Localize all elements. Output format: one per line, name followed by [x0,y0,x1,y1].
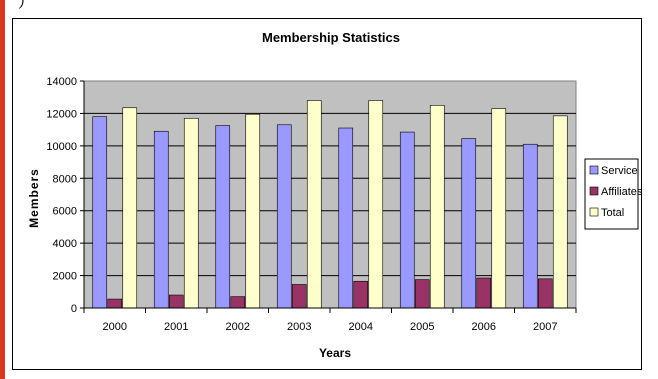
chart-title: Membership Statistics [262,30,400,45]
legend-label-service: Service [601,165,638,177]
bar-service-2006 [461,138,477,309]
y-axis-title: Members [27,168,41,228]
stray-mark: ) [20,0,25,9]
bar-total-2003 [306,100,322,309]
bar-total-2007 [552,115,568,309]
bar-total-2005 [429,105,445,309]
left-edge-rule [0,0,5,379]
legend-swatch-service [589,165,599,175]
bar-service-2004 [338,127,354,309]
bar-service-2003 [276,124,292,309]
legend-label-total: Total [601,207,624,219]
x-tick-label: 2007 [533,321,557,333]
bar-service-2002 [215,125,231,309]
bar-total-2001 [183,117,199,309]
bar-service-2001 [153,130,169,309]
legend-swatch-affiliates [589,186,599,196]
bar-service-2007 [522,143,538,309]
y-tick-label: 12000 [46,108,77,120]
bar-affiliates-2004 [353,280,369,309]
y-tick-label: 0 [71,303,77,315]
y-tick-label: 14000 [46,76,77,88]
x-tick-label: 2002 [226,321,250,333]
bar-affiliates-2006 [476,277,492,309]
bar-affiliates-2007 [537,278,553,309]
y-tick-label: 4000 [53,238,77,250]
x-tick-label: 2005 [410,321,434,333]
x-tick-label: 2003 [287,321,311,333]
y-tick-label: 2000 [53,271,77,283]
legend-label-affiliates: Affiliates [601,186,643,198]
bar-total-2004 [368,100,384,309]
bar-affiliates-2005 [414,279,430,309]
bar-total-2000 [122,107,138,309]
y-tick-label: 6000 [53,206,77,218]
bar-affiliates-2001 [168,294,184,309]
x-tick-label: 2000 [103,321,127,333]
y-tick-label: 10000 [46,141,77,153]
bar-affiliates-2000 [107,298,123,309]
x-tick-label: 2004 [349,321,373,333]
x-axis-title: Years [319,346,351,360]
bar-service-2005 [399,131,415,309]
bar-affiliates-2003 [291,284,307,309]
legend-swatch-total [589,207,599,217]
x-tick-label: 2006 [472,321,496,333]
y-tick-label: 8000 [53,173,77,185]
bar-total-2006 [491,108,507,309]
bar-total-2002 [245,113,261,309]
x-tick-label: 2001 [164,321,188,333]
bar-affiliates-2002 [230,296,246,309]
bar-service-2000 [92,116,108,309]
